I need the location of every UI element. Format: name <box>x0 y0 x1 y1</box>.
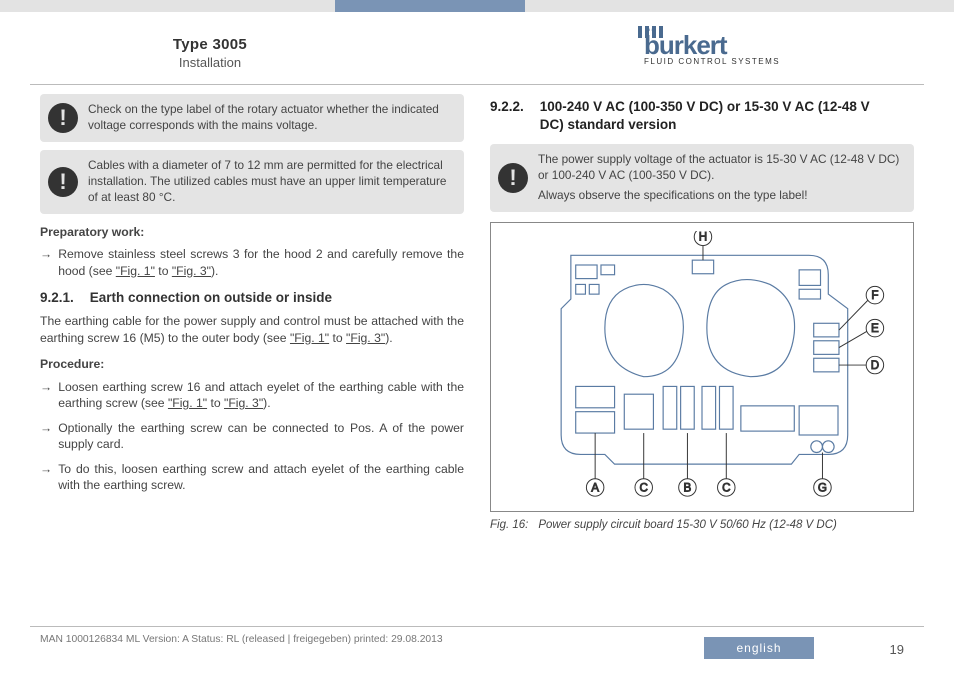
svg-text:A: A <box>591 482 599 495</box>
content-columns: ! Check on the type label of the rotary … <box>40 94 914 603</box>
figure-caption: Fig. 16: Power supply circuit board 15-3… <box>490 518 914 534</box>
footer-metadata: MAN 1000126834 ML Version: A Status: RL … <box>40 634 443 645</box>
figure-label: Fig. 16: <box>490 518 528 534</box>
page-number: 19 <box>890 642 904 657</box>
arrow-icon: → <box>40 461 52 494</box>
proc-item-3: To do this, loosen earthing screw and at… <box>58 461 464 494</box>
arrow-icon: → <box>40 246 52 279</box>
arrow-icon: → <box>40 420 52 453</box>
list-item: → To do this, loosen earthing screw and … <box>40 461 464 494</box>
type-title: Type 3005 <box>0 36 420 53</box>
svg-text:B: B <box>684 482 692 495</box>
preparatory-label: Preparatory work: <box>40 224 464 240</box>
header-rule <box>30 84 924 85</box>
fig-link[interactable]: "Fig. 3" <box>172 264 211 278</box>
fig-link[interactable]: "Fig. 1" <box>168 396 207 410</box>
warning-box-2: ! Cables with a diameter of 7 to 12 mm a… <box>40 150 464 214</box>
warning-box-3: ! The power supply voltage of the actuat… <box>490 144 914 212</box>
svg-text:D: D <box>871 359 879 372</box>
proc-item-2: Optionally the earthing screw can be con… <box>58 420 464 453</box>
svg-text:C: C <box>640 482 648 495</box>
brand-logo: burkert FLUID CONTROL SYSTEMS <box>644 30 874 66</box>
figure-16: H F E D A C B C <box>490 222 914 512</box>
fig-link[interactable]: "Fig. 1" <box>290 331 329 345</box>
pcb-diagram: H F E D A C B C <box>499 231 905 503</box>
svg-text:H: H <box>699 231 707 244</box>
list-item: → Loosen earthing screw 16 and attach ey… <box>40 379 464 412</box>
svg-text:F: F <box>871 289 878 302</box>
top-color-bars <box>0 0 954 12</box>
warning-box-1: ! Check on the type label of the rotary … <box>40 94 464 142</box>
section-number: 9.2.2. <box>490 98 524 134</box>
warning-icon: ! <box>48 167 78 197</box>
procedure-label: Procedure: <box>40 356 464 372</box>
section-heading-921: 9.2.1. Earth connection on outside or in… <box>40 289 464 307</box>
warning-text-2: Cables with a diameter of 7 to 12 mm are… <box>88 158 446 204</box>
section-title: 100-240 V AC (100-350 V DC) or 15-30 V A… <box>540 98 870 134</box>
fig-link[interactable]: "Fig. 3" <box>224 396 263 410</box>
svg-text:E: E <box>871 322 879 335</box>
svg-text:C: C <box>722 482 730 495</box>
section-heading-922: 9.2.2. 100-240 V AC (100-350 V DC) or 15… <box>490 98 914 134</box>
arrow-icon: → <box>40 379 52 412</box>
bar-grey-right <box>525 0 954 12</box>
header-title-block: Type 3005 Installation <box>0 26 420 70</box>
brand-tagline: FLUID CONTROL SYSTEMS <box>644 57 874 66</box>
list-item: → Optionally the earthing screw can be c… <box>40 420 464 453</box>
proc-item-1: Loosen earthing screw 16 and attach eyel… <box>58 379 464 412</box>
section-title: Earth connection on outside or inside <box>90 289 332 307</box>
figure-caption-text: Power supply circuit board 15-30 V 50/60… <box>538 518 837 534</box>
right-column: 9.2.2. 100-240 V AC (100-350 V DC) or 15… <box>490 94 914 603</box>
fig-link[interactable]: "Fig. 3" <box>346 331 385 345</box>
bar-accent-mid <box>335 0 525 12</box>
page-header: Type 3005 Installation burkert FLUID CON… <box>0 12 954 84</box>
left-column: ! Check on the type label of the rotary … <box>40 94 464 603</box>
warning-icon: ! <box>48 103 78 133</box>
footer-rule <box>30 626 924 627</box>
warning-icon: ! <box>498 163 528 193</box>
bar-grey-left <box>0 0 335 12</box>
language-badge: english <box>704 637 814 659</box>
list-item: → Remove stainless steel screws 3 for th… <box>40 246 464 279</box>
prep-item-text: Remove stainless steel screws 3 for the … <box>58 246 464 279</box>
svg-text:G: G <box>818 482 827 495</box>
fig-link[interactable]: "Fig. 1" <box>116 264 155 278</box>
subtitle: Installation <box>0 55 420 70</box>
section-number: 9.2.1. <box>40 289 74 307</box>
section-body: The earthing cable for the power supply … <box>40 313 464 346</box>
warning-text-1: Check on the type label of the rotary ac… <box>88 102 439 132</box>
warning-text-3: The power supply voltage of the actuator… <box>538 152 904 204</box>
